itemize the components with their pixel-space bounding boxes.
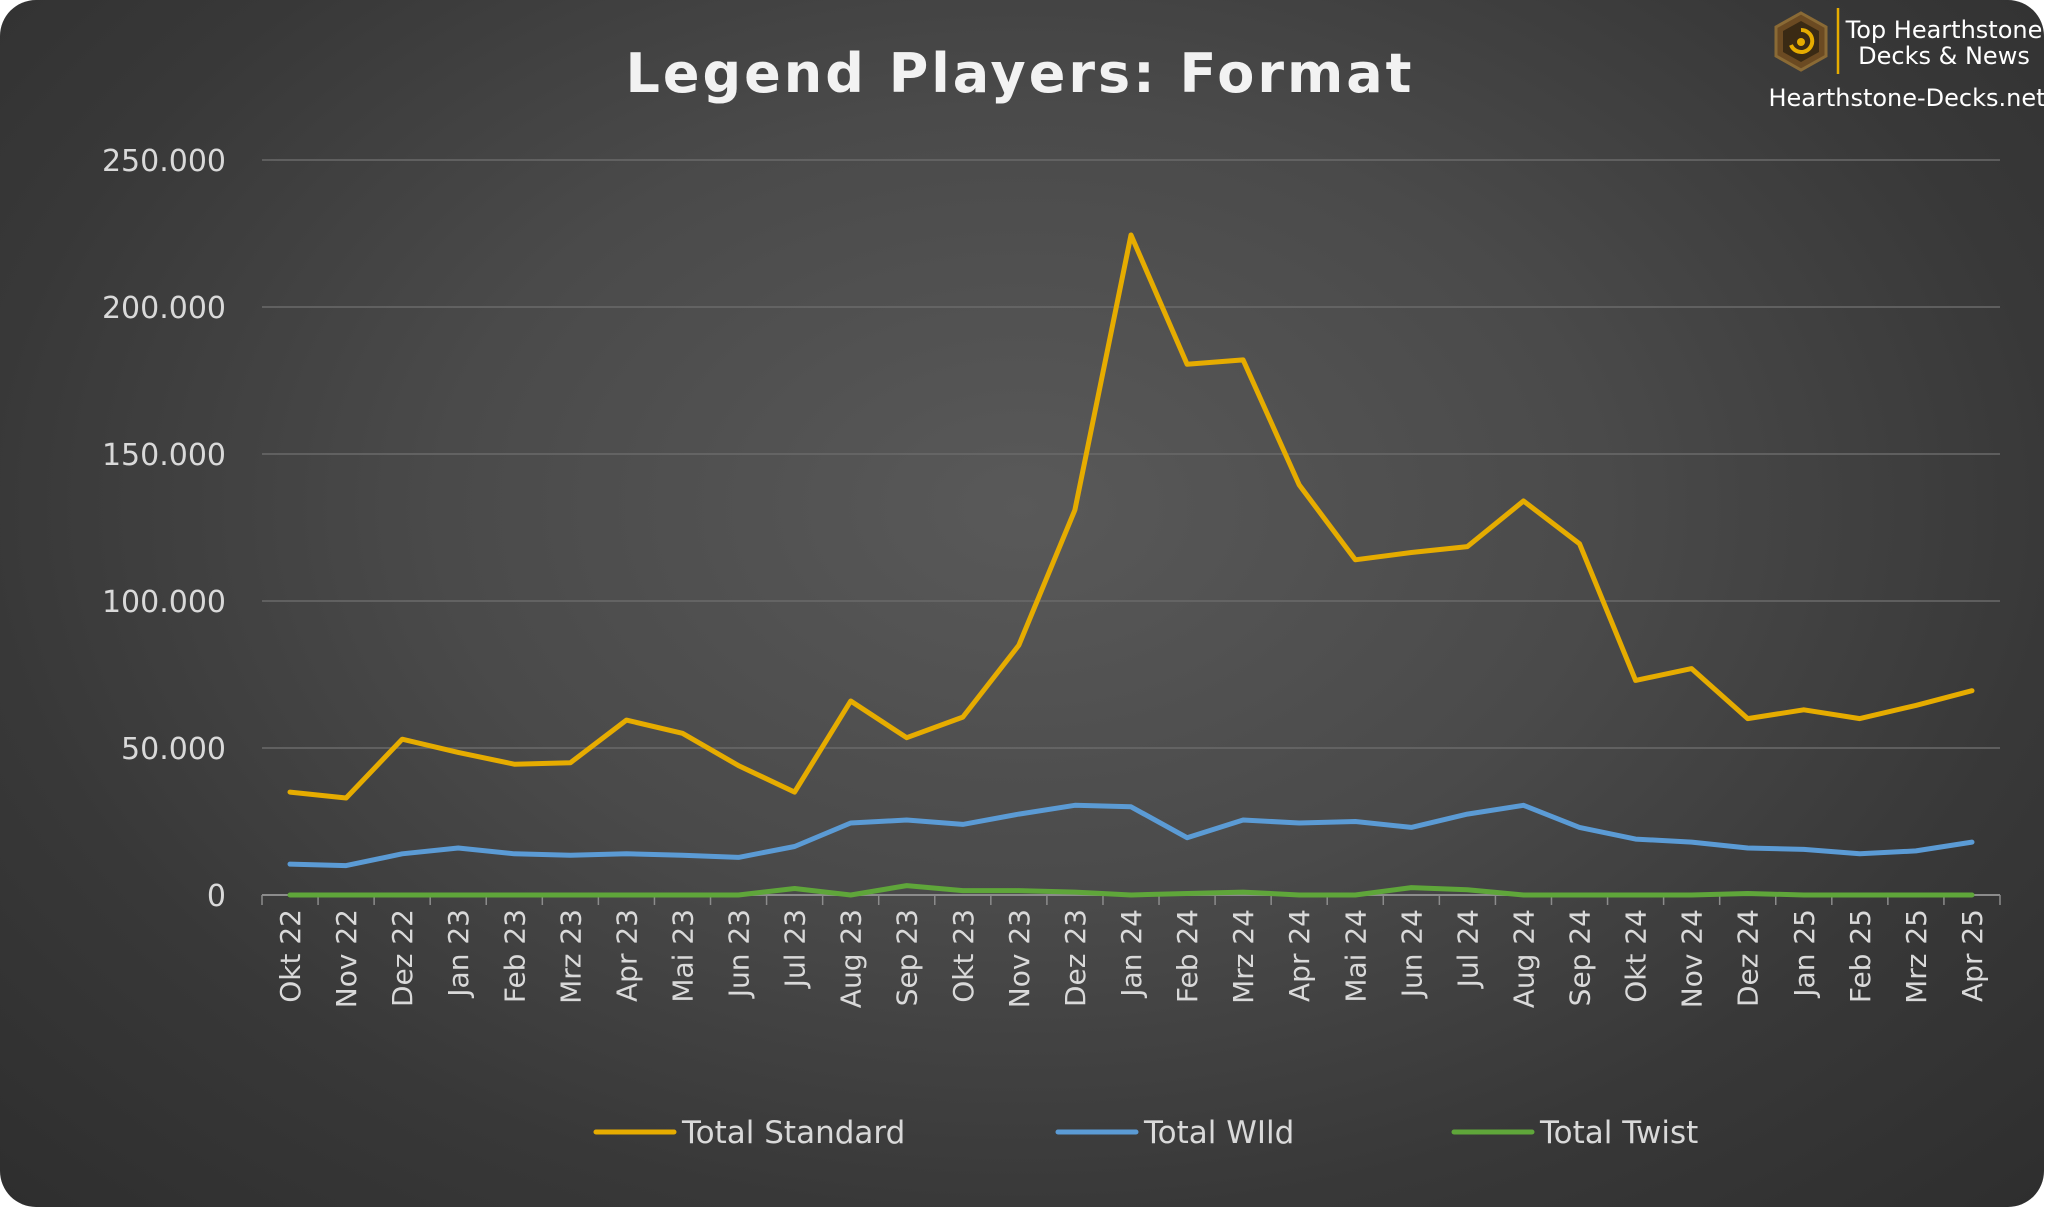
- x-tick-label: Feb 23: [498, 909, 531, 1003]
- y-tick-label: 0: [207, 879, 226, 914]
- x-tick-label: Apr 24: [1283, 909, 1316, 1002]
- y-tick-label: 100.000: [102, 585, 226, 620]
- series-line-total-wild: [287, 802, 1975, 869]
- x-tick-label: Sep 23: [891, 909, 924, 1006]
- x-tick-label: Jun 24: [1395, 909, 1428, 999]
- x-tick-label: Feb 25: [1844, 909, 1877, 1003]
- x-tick-label: Jan 23: [442, 909, 475, 999]
- legend-label-total-wild: Total WIld: [1143, 1115, 1294, 1151]
- x-tick-label: Jun 23: [723, 909, 756, 999]
- gridlines: [261, 159, 2001, 905]
- y-tick-label: 50.000: [121, 732, 226, 767]
- legend: Total Standard Total WIld Total Twist: [593, 1115, 1698, 1151]
- x-axis-ticks: Okt 22 Nov 22 Dez 22 Jan 23 Feb 23 Mrz 23 Apr …: [274, 909, 1989, 1008]
- x-tick-label: Nov 22: [330, 909, 363, 1008]
- x-tick-label: Nov 23: [1003, 909, 1036, 1008]
- x-tick-label: Mai 24: [1339, 909, 1372, 1003]
- logo-line-1: Top Hearthstone: [1845, 16, 2043, 44]
- y-tick-label: 150.000: [102, 438, 226, 473]
- x-tick-label: Nov 24: [1676, 909, 1709, 1008]
- x-tick-label: Jan 25: [1788, 909, 1821, 999]
- x-tick-label: Apr 23: [610, 909, 643, 1002]
- y-axis-ticks: 0 50.000 100.000 150.000 200.000 250.000: [102, 144, 226, 914]
- legend-label-total-standard: Total Standard: [681, 1115, 905, 1151]
- chart-title: Legend Players: Format: [625, 42, 1414, 105]
- x-tick-label: Sep 24: [1564, 909, 1597, 1006]
- x-tick-label: Dez 23: [1059, 909, 1092, 1007]
- site-logo: Top Hearthstone Decks & News Hearthstone…: [1768, 8, 2044, 112]
- logo-url: Hearthstone-Decks.net: [1768, 84, 2044, 112]
- x-tick-label: Aug 24: [1507, 909, 1540, 1008]
- x-tick-label: Mrz 25: [1900, 909, 1933, 1004]
- x-tick-label: Okt 22: [274, 909, 307, 1003]
- logo-line-2: Decks & News: [1858, 42, 2030, 70]
- series-lines: [287, 232, 1975, 898]
- x-tick-label: Jul 24: [1451, 909, 1484, 989]
- x-tick-label: Okt 23: [947, 909, 980, 1003]
- x-tick-label: Dez 22: [386, 909, 419, 1007]
- legend-label-total-twist: Total Twist: [1539, 1115, 1698, 1151]
- series-line-total-standard: [287, 232, 1975, 801]
- x-tick-label: Okt 24: [1620, 909, 1653, 1003]
- x-tick-label: Apr 25: [1956, 909, 1989, 1002]
- x-tick-label: Feb 24: [1171, 909, 1204, 1003]
- y-tick-label: 250.000: [102, 144, 226, 179]
- x-tick-label: Mrz 24: [1227, 909, 1260, 1004]
- y-tick-label: 200.000: [102, 291, 226, 326]
- x-tick-label: Aug 23: [835, 909, 868, 1008]
- x-tick-label: Dez 24: [1732, 909, 1765, 1007]
- x-tick-label: Mai 23: [666, 909, 699, 1003]
- x-tick-label: Jan 24: [1115, 909, 1148, 999]
- x-tick-label: Mrz 23: [554, 909, 587, 1004]
- x-tick-label: Jul 23: [779, 909, 812, 989]
- hearthstone-logo-icon: [1774, 11, 1828, 72]
- series-line-total-twist: [287, 883, 1975, 898]
